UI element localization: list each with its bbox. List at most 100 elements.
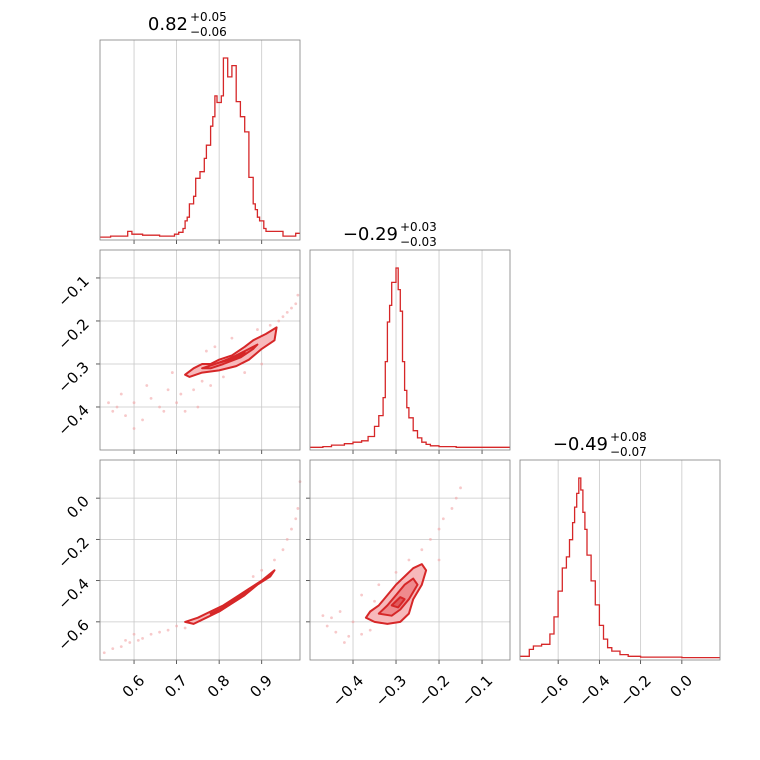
scatter-point xyxy=(111,647,115,651)
scatter-point xyxy=(338,610,342,613)
contour-level xyxy=(222,599,235,608)
param-upper-error: +0.03 xyxy=(400,220,437,234)
scatter-point xyxy=(175,624,178,628)
x-tick-label: −0.2 xyxy=(415,672,453,710)
scatter-point xyxy=(441,517,445,521)
y-tick-label: −0.6 xyxy=(54,616,92,654)
scatter-point xyxy=(124,414,127,417)
scatter-point xyxy=(132,632,136,636)
y-tick-label: −0.2 xyxy=(54,533,92,571)
panel-1-0 xyxy=(96,250,300,454)
scatter-point xyxy=(454,496,458,500)
scatter-point xyxy=(166,628,170,632)
scatter-point xyxy=(243,371,247,374)
contour-level xyxy=(377,577,419,617)
panel-2-1 xyxy=(306,460,510,664)
scatter-point xyxy=(294,517,298,521)
param-upper-error: +0.05 xyxy=(190,10,227,24)
panel-2-2 xyxy=(557,460,683,664)
histogram-0: 0.82 +0.05−0.06 xyxy=(100,10,300,238)
scatter-point xyxy=(360,632,364,636)
scatter-point xyxy=(256,328,259,331)
scatter-point xyxy=(136,639,140,642)
param-lower-error: −0.06 xyxy=(190,25,227,39)
scatter-point xyxy=(162,409,166,413)
contour-level xyxy=(390,596,406,609)
histogram-1: −0.29 +0.03−0.03 xyxy=(310,220,510,448)
scatter-point xyxy=(183,409,187,413)
y-tick-label: −0.2 xyxy=(54,315,92,353)
contour-level xyxy=(218,351,246,364)
scatter-point xyxy=(273,558,276,562)
scatter-point xyxy=(141,636,144,640)
scatter-point xyxy=(343,641,346,644)
contour-level xyxy=(184,569,276,625)
param-lower-error: −0.03 xyxy=(400,235,437,249)
x-tick-label: −0.4 xyxy=(575,672,613,710)
scatter-point xyxy=(268,323,272,327)
contour-level xyxy=(184,326,278,378)
x-tick-label: 0.6 xyxy=(119,672,149,702)
scatter-point xyxy=(296,507,300,510)
scatter-point xyxy=(158,630,161,634)
y-tick-label: −0.3 xyxy=(54,358,92,396)
panel-0-0 xyxy=(133,40,263,244)
scatter-point xyxy=(277,319,281,323)
scatter-point xyxy=(377,583,381,587)
scatter-point xyxy=(281,548,285,552)
x-tick-label: −0.3 xyxy=(372,672,410,710)
scatter-point xyxy=(102,651,106,655)
histogram-step xyxy=(520,477,720,659)
scatter-point xyxy=(200,379,204,383)
scatter-point xyxy=(330,616,333,620)
scatter-point xyxy=(325,624,329,628)
scatter-point xyxy=(334,630,338,634)
scatter-point xyxy=(368,628,372,632)
panel-frame xyxy=(309,249,511,451)
x-tick-label: −0.2 xyxy=(616,672,654,710)
x-tick-label: 0.9 xyxy=(246,672,276,702)
x-tick-label: −0.1 xyxy=(458,672,496,710)
histogram-step xyxy=(310,267,510,448)
scatter-point xyxy=(290,306,293,310)
scatter-point xyxy=(251,575,255,578)
scatter-point xyxy=(281,315,285,319)
x-tick-label: −0.4 xyxy=(329,672,367,710)
scatter-point xyxy=(158,405,161,409)
scatter-point xyxy=(141,418,144,422)
panel-frame xyxy=(99,249,301,451)
scatter-point xyxy=(204,349,208,353)
x-tick-label: 0.0 xyxy=(667,672,697,702)
scatter-point xyxy=(429,537,432,541)
scatter-point xyxy=(407,558,411,562)
scatter-point xyxy=(394,570,398,574)
panel-frame xyxy=(519,459,721,661)
scatter-point xyxy=(437,558,441,562)
param-median: −0.29 xyxy=(343,224,398,245)
panel-frame xyxy=(309,459,511,661)
scatter-point xyxy=(285,310,289,314)
panel-1-1 xyxy=(352,250,483,454)
scatter-point xyxy=(111,409,115,413)
scatter-point xyxy=(351,620,355,624)
scatter-point xyxy=(149,396,153,400)
scatter-point xyxy=(175,401,178,405)
scatter-point xyxy=(360,593,364,597)
scatter-point xyxy=(115,405,119,409)
scatter-point xyxy=(196,405,200,409)
scatter-point xyxy=(132,427,136,430)
scatter-point xyxy=(437,527,441,531)
param-lower-error: −0.07 xyxy=(610,445,647,459)
scatter-point xyxy=(192,388,196,392)
scatter-point xyxy=(290,527,293,531)
scatter-point xyxy=(213,345,217,349)
histogram-2: −0.49 +0.08−0.07 xyxy=(520,430,720,659)
scatter-point xyxy=(170,371,174,374)
scatter-point xyxy=(145,384,149,387)
scatter-point xyxy=(347,634,351,638)
param-median: 0.82 xyxy=(148,14,188,35)
pair-2-0 xyxy=(102,480,302,655)
scatter-point xyxy=(124,639,127,642)
y-tick-label: −0.1 xyxy=(54,272,92,310)
